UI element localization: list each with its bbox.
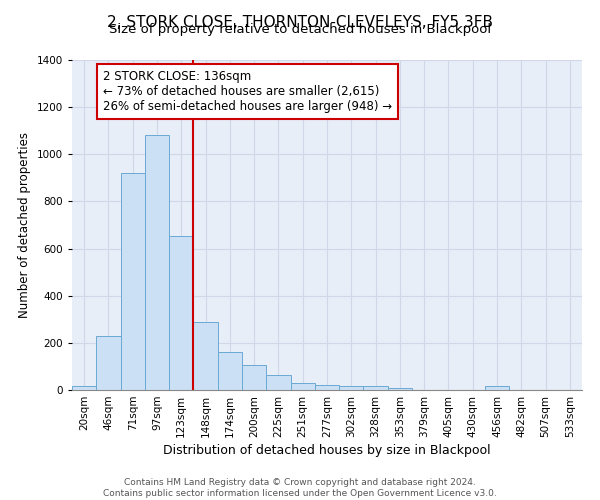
Bar bbox=[96, 336, 121, 390]
Bar bbox=[339, 386, 364, 390]
Bar bbox=[193, 322, 218, 390]
Text: 2, STORK CLOSE, THORNTON-CLEVELEYS, FY5 3FB: 2, STORK CLOSE, THORNTON-CLEVELEYS, FY5 … bbox=[107, 15, 493, 30]
Bar bbox=[364, 386, 388, 390]
Bar bbox=[169, 236, 193, 390]
Text: 2 STORK CLOSE: 136sqm
← 73% of detached houses are smaller (2,615)
26% of semi-d: 2 STORK CLOSE: 136sqm ← 73% of detached … bbox=[103, 70, 392, 113]
Bar bbox=[121, 173, 145, 390]
Bar bbox=[242, 365, 266, 390]
Bar bbox=[266, 374, 290, 390]
Bar bbox=[485, 386, 509, 390]
Bar bbox=[290, 383, 315, 390]
Text: Contains HM Land Registry data © Crown copyright and database right 2024.
Contai: Contains HM Land Registry data © Crown c… bbox=[103, 478, 497, 498]
Bar bbox=[72, 386, 96, 390]
Y-axis label: Number of detached properties: Number of detached properties bbox=[18, 132, 31, 318]
Bar bbox=[145, 136, 169, 390]
Bar bbox=[315, 386, 339, 390]
Bar bbox=[218, 352, 242, 390]
X-axis label: Distribution of detached houses by size in Blackpool: Distribution of detached houses by size … bbox=[163, 444, 491, 457]
Text: Size of property relative to detached houses in Blackpool: Size of property relative to detached ho… bbox=[109, 22, 491, 36]
Bar bbox=[388, 388, 412, 390]
